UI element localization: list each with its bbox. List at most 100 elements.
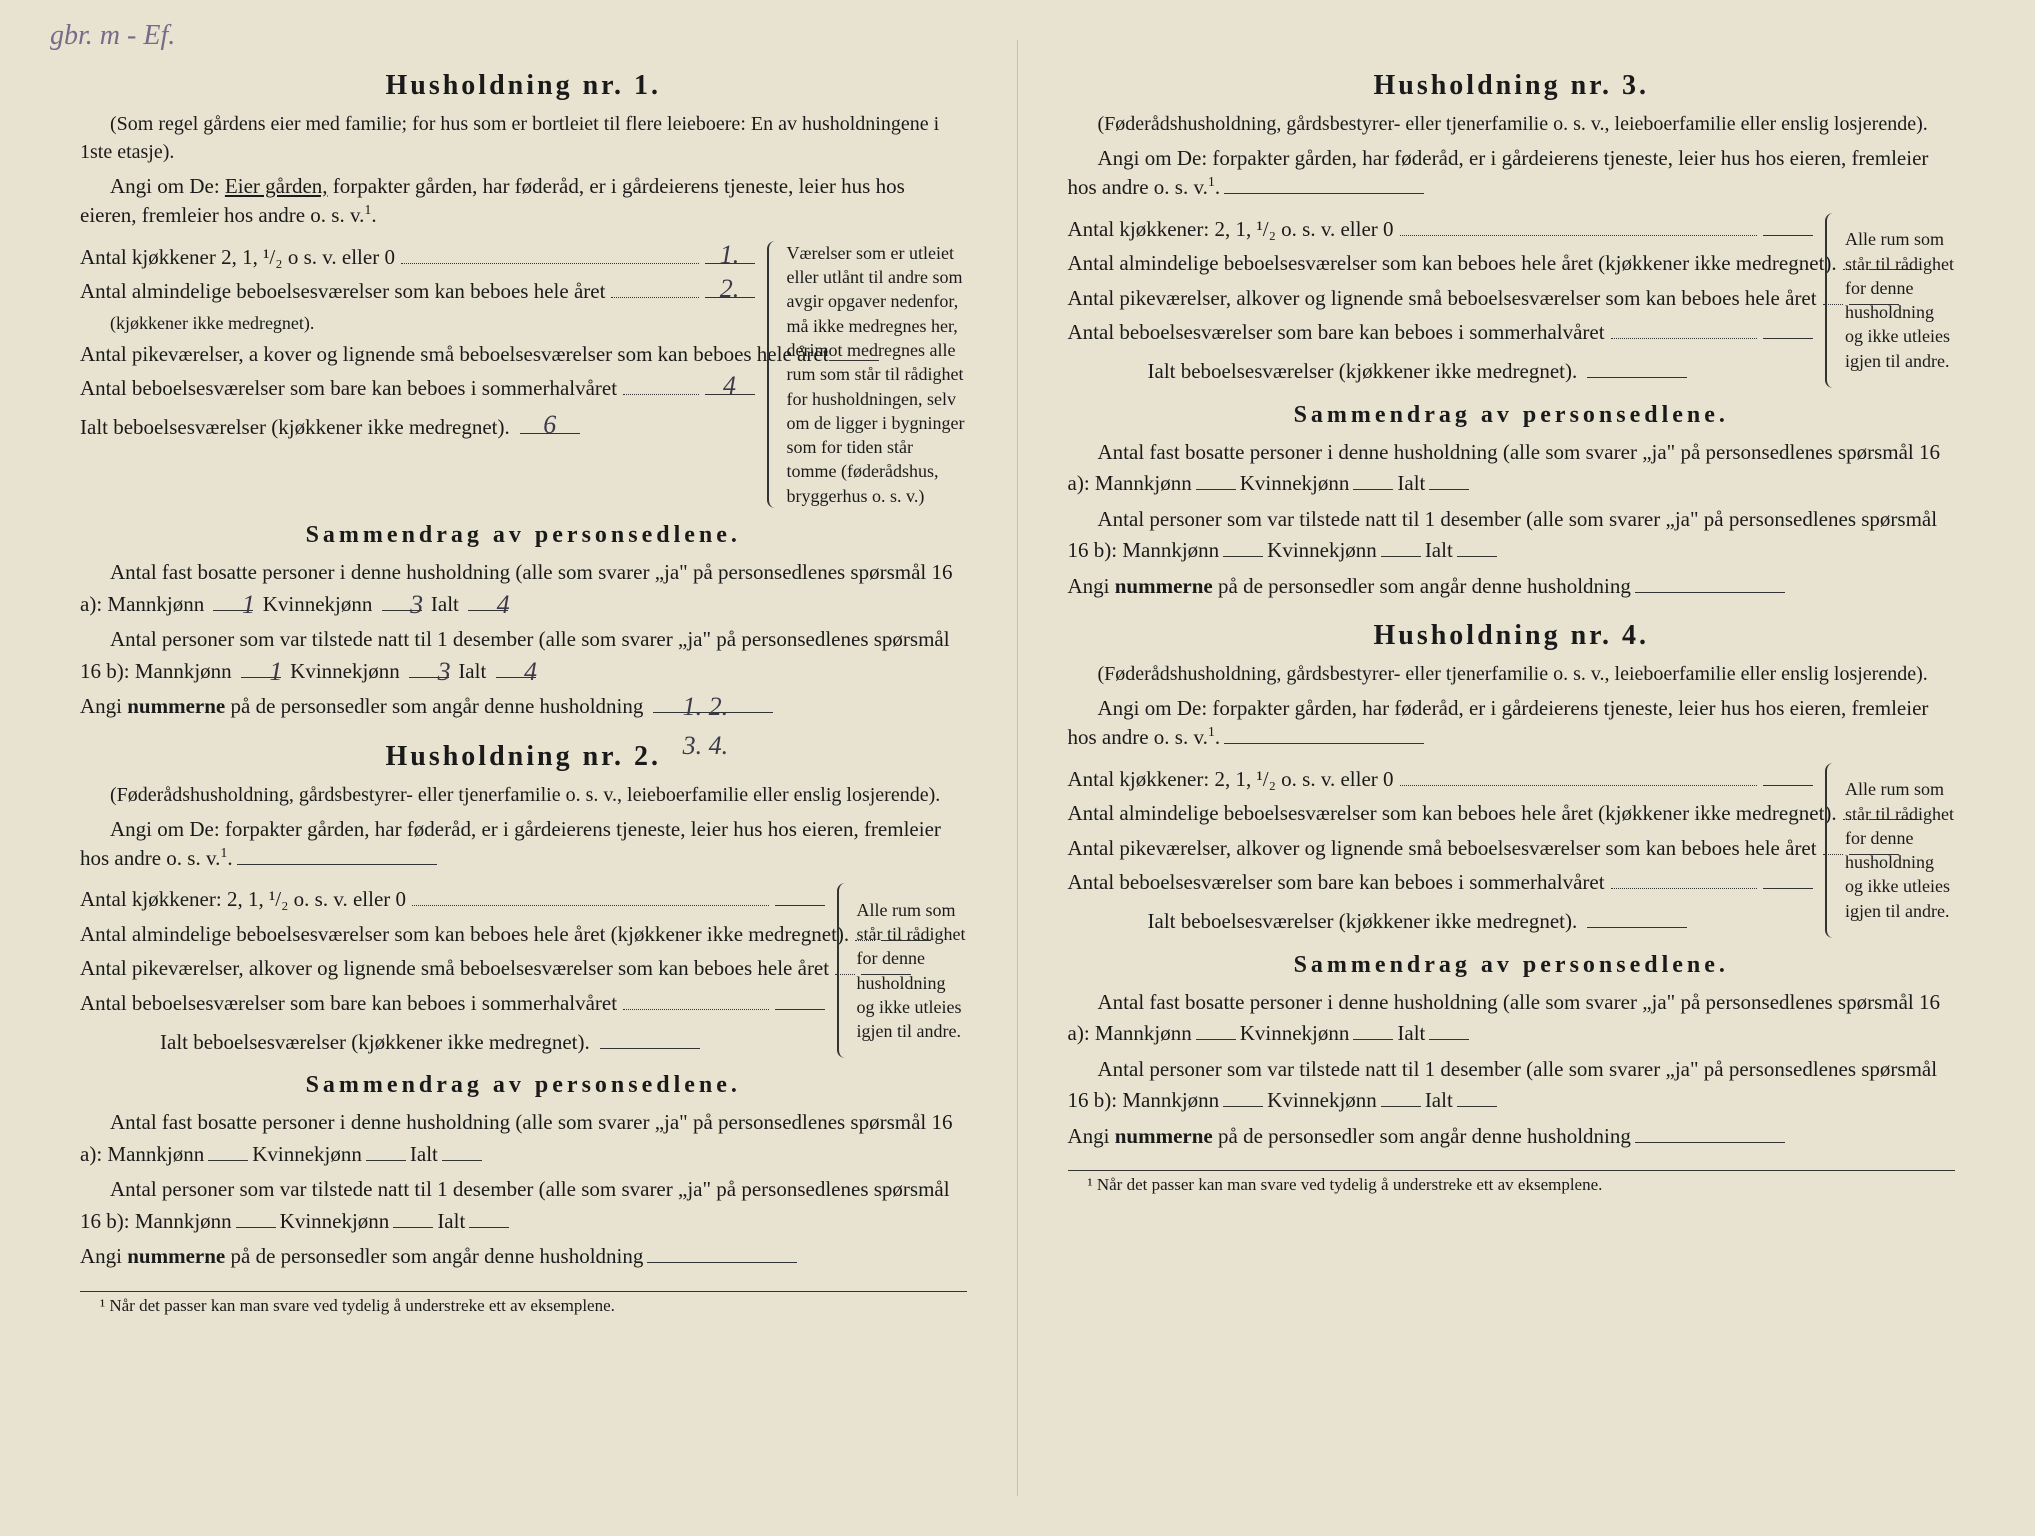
label: Antal kjøkkener: 2, 1, ¹/₂ o. s. v. elle…	[1068, 213, 1394, 246]
dots	[1611, 321, 1757, 340]
blank-line	[1224, 177, 1424, 195]
row-kjokken: Antal kjøkkener: 2, 1, ¹/₂ o. s. v. elle…	[1068, 213, 1814, 246]
row-pike: Antal pikeværelser, alkover og lignende …	[1068, 832, 1814, 865]
row-pike: Antal pikeværelser, a kover og lignende …	[80, 338, 755, 371]
fill-i: 4	[468, 593, 508, 611]
fill-val: 2.	[720, 269, 740, 309]
ialt-label: Ialt	[1397, 471, 1425, 495]
fill-line	[775, 885, 825, 906]
hh2-rows-block: Antal kjøkkener: 2, 1, ¹/₂ o. s. v. elle…	[80, 883, 967, 1058]
fill-i: 4	[496, 660, 536, 678]
label: Antal almindelige beboelsesværelser som …	[80, 918, 849, 951]
kvinne-label: Kvinnekjønn	[280, 1209, 390, 1233]
fill-m	[236, 1210, 276, 1228]
footnote-right: ¹ Når det passer kan man svare ved tydel…	[1068, 1170, 1956, 1195]
note-short: Alle rum som står til rådighet for denne…	[837, 883, 967, 1058]
hh1-numr: Angi nummerne på de personsedler som ang…	[80, 691, 967, 723]
label: Ialt beboelsesværelser (kjøkkener ikke m…	[160, 1026, 590, 1059]
hh4-p2: Antal personer som var tilstede natt til…	[1068, 1054, 1956, 1117]
hh4-sammendrag-title: Sammendrag av personsedlene.	[1068, 952, 1956, 979]
hh3-p2: Antal personer som var tilstede natt til…	[1068, 504, 1956, 567]
hh2-angi: Angi om De: forpakter gården, har føderå…	[80, 815, 967, 874]
hh1-p1: Antal fast bosatte personer i denne hush…	[80, 557, 967, 620]
row-sommer: Antal beboelsesværelser som bare kan beb…	[1068, 316, 1814, 349]
label: Antal pikeværelser, a kover og lignende …	[80, 338, 829, 371]
ialt-label: Ialt	[458, 659, 486, 683]
row-ialt: Ialt beboelsesværelser (kjøkkener ikke m…	[1068, 355, 1814, 388]
hh1-rows: Antal kjøkkener 2, 1, ¹/₂ o s. v. eller …	[80, 241, 755, 508]
fill-line: 6	[520, 413, 580, 434]
text: Antal personer som var tilstede natt til…	[1068, 507, 1938, 563]
fill-line: 1.	[705, 243, 755, 264]
fill-k	[1381, 539, 1421, 557]
fill-k: 3	[409, 660, 449, 678]
label: Antal kjøkkener: 2, 1, ¹/₂ o. s. v. elle…	[1068, 763, 1394, 796]
fill-line	[1763, 215, 1813, 236]
row-pike: Antal pikeværelser, alkover og lignende …	[80, 952, 825, 985]
fill-val: 4	[494, 652, 537, 691]
hh4-rows: Antal kjøkkener: 2, 1, ¹/₂ o. s. v. elle…	[1068, 763, 1814, 938]
row-ialt: Ialt beboelsesværelser (kjøkkener ikke m…	[80, 411, 755, 444]
dots	[611, 279, 698, 298]
row-almindelige: Antal almindelige beboelsesværelser som …	[1068, 247, 1814, 280]
label: Ialt beboelsesværelser (kjøkkener ikke m…	[1148, 905, 1578, 938]
sup-1: 1	[1208, 725, 1215, 740]
fill-m: 1	[241, 660, 281, 678]
label: Ialt beboelsesværelser (kjøkkener ikke m…	[1148, 355, 1578, 388]
row-almindelige: Antal almindelige beboelsesværelser som …	[80, 275, 755, 308]
fill-m	[208, 1143, 248, 1161]
note-short: Alle rum som står til rådighet for denne…	[1825, 763, 1955, 938]
hh4-numr: Angi nummerne på de personsedler som ang…	[1068, 1121, 1956, 1153]
label: Antal almindelige beboelsesværelser som …	[1068, 247, 1837, 280]
fill-i	[1429, 1022, 1469, 1040]
kvinne-label: Kvinnekjønn	[1240, 1021, 1350, 1045]
fill-line: 4	[705, 374, 755, 395]
hh3-intro: (Føderådshusholdning, gårdsbestyrer- ell…	[1068, 110, 1956, 138]
note-long: Værelser som er utleiet eller utlånt til…	[767, 241, 967, 508]
blank-line	[237, 847, 437, 865]
dots	[623, 991, 768, 1010]
fill-numr: 1. 2. 3. 4.	[653, 695, 773, 713]
row-sommer: Antal beboelsesværelser som bare kan beb…	[1068, 866, 1814, 899]
hh2-intro: (Føderådshusholdning, gårdsbestyrer- ell…	[80, 781, 967, 809]
row-kjokken: Antal kjøkkener 2, 1, ¹/₂ o s. v. eller …	[80, 241, 755, 274]
footnote-left: ¹ Når det passer kan man svare ved tydel…	[80, 1291, 967, 1316]
fill-m: 1	[213, 593, 253, 611]
kvinne-label: Kvinnekjønn	[290, 659, 400, 683]
row-kjokken: Antal kjøkkener: 2, 1, ¹/₂ o. s. v. elle…	[80, 883, 825, 916]
kvinne-label: Kvinnekjønn	[1267, 1088, 1377, 1112]
row-ialt: Ialt beboelsesværelser (kjøkkener ikke m…	[1068, 905, 1814, 938]
hh1-title: Husholdning nr. 1.	[80, 70, 967, 102]
dots	[623, 376, 698, 395]
hh1-p2: Antal personer som var tilstede natt til…	[80, 624, 967, 687]
dots	[412, 887, 768, 906]
row-almindelige: Antal almindelige beboelsesværelser som …	[1068, 797, 1814, 830]
fill-val: 1. 2. 3. 4.	[683, 687, 743, 765]
hh2-p1: Antal fast bosatte personer i denne hush…	[80, 1107, 967, 1170]
page-right: Husholdning nr. 3. (Føderådshusholdning,…	[1018, 40, 2006, 1496]
kvinne-label: Kvinnekjønn	[263, 592, 373, 616]
dots	[1400, 767, 1757, 786]
label: Antal pikeværelser, alkover og lignende …	[1068, 832, 1817, 865]
fill-val: 3	[408, 652, 451, 691]
text: Angi om De: forpakter gården, har føderå…	[1068, 696, 1929, 749]
sup-1: 1	[1208, 175, 1215, 190]
hh1-intro: (Som regel gårdens eier med familie; for…	[80, 110, 967, 166]
hh4-title: Husholdning nr. 4.	[1068, 620, 1956, 652]
fill-k	[1381, 1089, 1421, 1107]
fill-line	[1763, 868, 1813, 889]
kvinne-label: Kvinnekjønn	[252, 1142, 362, 1166]
label: Antal beboelsesværelser som bare kan beb…	[80, 372, 617, 405]
angi-prefix: Angi om De:	[110, 174, 225, 198]
sublabel: (kjøkkener ikke medregnet).	[110, 310, 755, 338]
fill-m	[1223, 539, 1263, 557]
ialt-label: Ialt	[1397, 1021, 1425, 1045]
label: Antal beboelsesværelser som bare kan beb…	[1068, 866, 1605, 899]
fill-i	[1429, 472, 1469, 490]
fill-val: 6	[543, 405, 556, 445]
label: Antal almindelige beboelsesværelser som …	[80, 275, 605, 308]
page-left: gbr. m - Ef. Husholdning nr. 1. (Som reg…	[30, 40, 1018, 1496]
blank-line	[1224, 727, 1424, 745]
hh3-angi: Angi om De: forpakter gården, har føderå…	[1068, 144, 1956, 203]
label: Ialt beboelsesværelser (kjøkkener ikke m…	[80, 411, 510, 444]
